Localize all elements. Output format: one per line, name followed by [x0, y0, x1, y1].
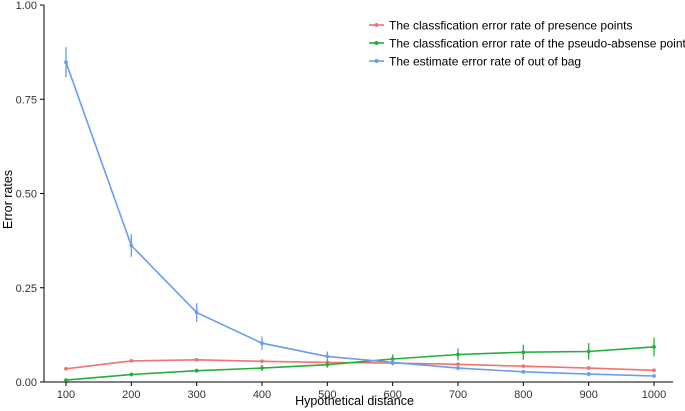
legend-label: The classfication error rate of the pseu… [389, 37, 685, 51]
x-tick-label: 900 [579, 389, 597, 401]
data-point [64, 378, 68, 383]
x-tick-label: 1000 [642, 389, 666, 401]
legend-item-3: The estimate error rate of out of bag [369, 55, 581, 69]
data-point [194, 310, 199, 315]
data-point [129, 372, 134, 377]
legend: The classfication error rate of presence… [369, 19, 685, 69]
data-point [456, 362, 460, 367]
data-point [390, 360, 395, 365]
data-point [64, 366, 68, 371]
y-axis-title: Error rates [1, 170, 15, 229]
data-point [194, 357, 199, 362]
y-tick-label: 0.00 [16, 377, 37, 389]
legend-swatch-point [374, 41, 379, 45]
data-point [652, 368, 656, 373]
x-tick-label: 800 [514, 389, 532, 401]
x-axis-title: Hypothetical distance [295, 394, 414, 408]
series-2 [64, 337, 656, 383]
x-tick-label: 700 [449, 389, 467, 401]
x-tick-label: 300 [187, 389, 205, 401]
data-point [521, 364, 526, 369]
legend-item-2: The classfication error rate of the pseu… [369, 37, 685, 51]
data-point [194, 368, 199, 373]
legend-label: The estimate error rate of out of bag [389, 55, 581, 69]
data-point [260, 366, 264, 370]
y-tick-label: 0.25 [16, 283, 37, 295]
data-point [390, 357, 395, 361]
series-line [65, 358, 655, 372]
data-point [129, 358, 134, 363]
legend-swatch-point [374, 23, 379, 27]
data-point [586, 349, 591, 354]
x-tick-label: 200 [122, 389, 140, 401]
x-tick-label: 100 [57, 389, 75, 401]
data-point [652, 374, 656, 378]
series-3 [64, 47, 656, 378]
data-point [652, 345, 656, 349]
data-point [260, 359, 264, 364]
y-tick-label: 0.50 [16, 189, 37, 201]
data-point [521, 350, 526, 355]
series-line [65, 346, 655, 381]
series-line [65, 62, 655, 377]
legend-label: The classfication error rate of presence… [389, 19, 632, 33]
x-tick-label: 600 [383, 389, 401, 401]
series-layer [64, 47, 656, 383]
axes: 0.00 0.25 0.50 0.75 1.00 100 200 300 400 500 600 70… [16, 0, 673, 401]
legend-swatch-point [374, 59, 379, 63]
x-tick-label: 400 [253, 389, 271, 401]
data-point [260, 341, 264, 346]
data-point [325, 354, 330, 359]
data-point [586, 366, 591, 370]
data-point [456, 352, 460, 357]
data-point [64, 60, 68, 65]
data-point [456, 366, 460, 370]
data-point [129, 243, 134, 248]
y-tick-label: 0.75 [16, 94, 37, 106]
data-point [325, 362, 330, 367]
y-tick-label: 1.00 [16, 0, 37, 12]
data-point [586, 372, 591, 376]
data-point [521, 369, 526, 374]
x-tick-label: 500 [318, 389, 336, 401]
legend-item-1: The classfication error rate of presence… [369, 19, 632, 33]
